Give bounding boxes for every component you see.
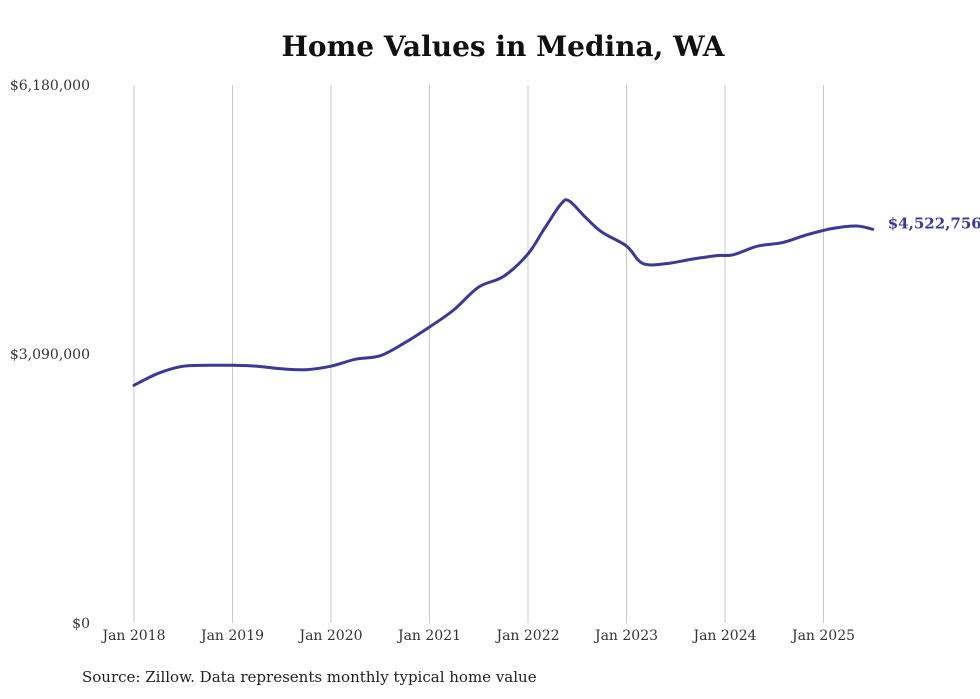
- y-tick-label: $0: [72, 616, 90, 632]
- y-tick-label: $3,090,000: [10, 347, 90, 363]
- x-tick-label: Jan 2022: [494, 628, 559, 644]
- series: [132, 198, 875, 387]
- chart-title: Home Values in Medina, WA: [281, 30, 725, 63]
- y-tick-label: $6,180,000: [10, 78, 90, 94]
- end-value-label: $4,522,756: [888, 214, 980, 232]
- source-note: Source: Zillow. Data represents monthly …: [82, 668, 537, 686]
- x-tick-label: Jan 2021: [396, 628, 461, 644]
- labels: $4,522,756: [888, 214, 980, 232]
- x-tick-label: Jan 2023: [593, 628, 658, 644]
- series-line: [132, 198, 875, 387]
- x-tick-label: Jan 2020: [297, 628, 362, 644]
- grid: [133, 85, 824, 623]
- x-tick-label: Jan 2018: [100, 628, 165, 644]
- x-tick-label: Jan 2019: [199, 628, 264, 644]
- axes: Jan 2018 Jan 2019 Jan 2020 Jan 2021 Jan 2022…: [10, 78, 855, 644]
- x-tick-label: Jan 2025: [790, 628, 855, 644]
- x-tick-label: Jan 2024: [691, 628, 756, 644]
